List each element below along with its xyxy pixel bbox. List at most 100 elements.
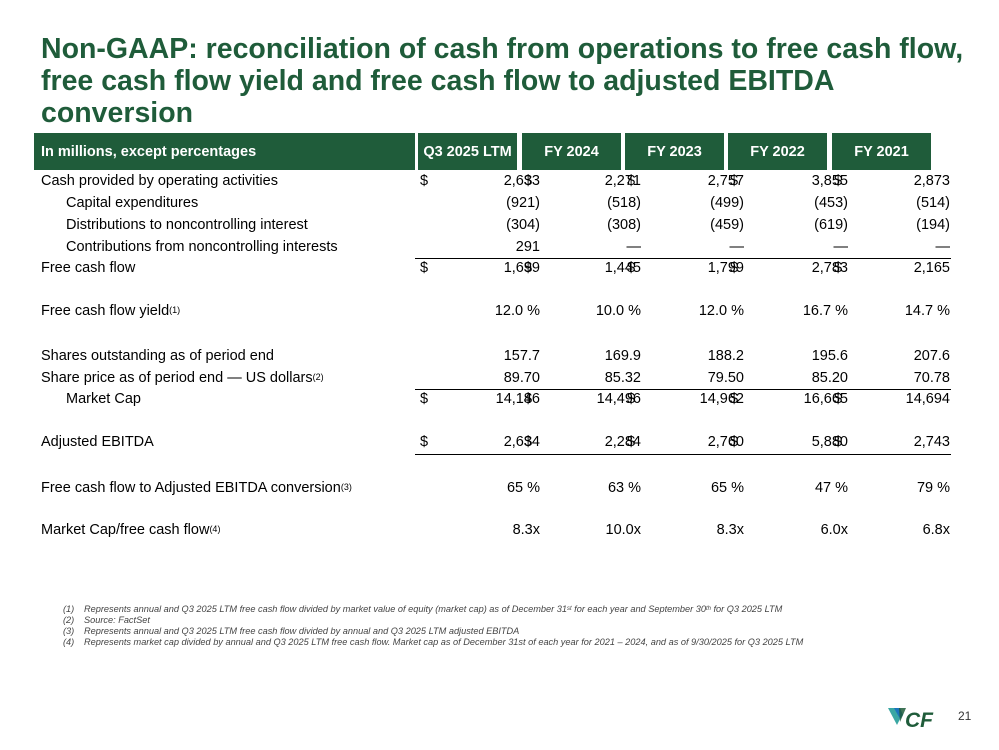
dollar-sign: $ (834, 173, 843, 189)
cell-value: 169.9 (604, 348, 641, 364)
footnote-number: (2) (63, 615, 75, 625)
dollar-sign: $ (834, 260, 843, 276)
cell-value: 89.70 (503, 370, 540, 386)
cell-value: 85.20 (811, 370, 848, 386)
row-label-text: Contributions from noncontrolling intere… (66, 239, 338, 255)
footnote-item: (1) Represents annual and Q3 2025 LTM fre… (63, 604, 923, 615)
cell-value: 2,783 (811, 260, 848, 276)
cell-value: 1,445 (604, 260, 641, 276)
row-label-text: Capital expenditures (66, 195, 199, 211)
cell-value: (194) (916, 217, 950, 233)
row-label: Free cash flow to Adjusted EBITDA conver… (41, 478, 352, 498)
cell-value: 3,855 (811, 173, 848, 189)
table-row: Cash provided by operating activities $2,… (34, 171, 951, 191)
row-label-text: Free cash flow to Adjusted EBITDA conver… (41, 480, 341, 496)
cell-value: (459) (710, 217, 744, 233)
table-row: Free cash flow $1,699 $1,445 $1,799 $2,783 $2… (34, 258, 951, 278)
row-label: Capital expenditures (66, 193, 198, 213)
cell-value: 14,962 (699, 391, 744, 407)
cell-value: 195.6 (811, 348, 848, 364)
dollar-sign: $ (627, 260, 636, 276)
logo-text: CF (905, 709, 934, 731)
cell-value: 2,633 (503, 173, 540, 189)
footnote-ref: (3) (340, 482, 352, 492)
footnote-text: for each year and September 30 (571, 604, 706, 614)
cell-value: 157.7 (503, 348, 540, 364)
cell-value: 8.3x (716, 522, 744, 538)
cell-value: 16,665 (803, 391, 848, 407)
cell-value: 47 % (814, 480, 848, 496)
table-row: Free cash flow yield(1) 12.0 % 10.0 % 12.0 … (34, 301, 951, 321)
row-label-text: Market Cap (66, 391, 141, 407)
cell-value: 14,146 (495, 391, 540, 407)
cell-value: 12.0 % (494, 303, 540, 319)
dollar-sign: $ (730, 434, 739, 450)
row-label-text: Market Cap/free cash flow (41, 522, 210, 538)
cell-value: 16.7 % (802, 303, 848, 319)
dollar-sign: $ (524, 434, 533, 450)
cell-value: 2,757 (707, 173, 744, 189)
dollar-sign: $ (730, 173, 739, 189)
row-label-text: Adjusted EBITDA (41, 434, 154, 450)
cell-value: 79.50 (707, 370, 744, 386)
table-header-column: FY 2022 (728, 133, 827, 170)
cell-value: 6.8x (922, 522, 950, 538)
footnote-number: (3) (63, 626, 75, 636)
cell-value: (518) (607, 195, 641, 211)
dollar-sign: $ (420, 391, 429, 407)
cell-value: 6.0x (820, 522, 848, 538)
cell-value: 10.0 % (595, 303, 641, 319)
table-header-label: In millions, except percentages (34, 133, 415, 170)
table-row: Share price as of period end — US dollar… (34, 368, 951, 388)
footnote-text: Represents annual and Q3 2025 LTM free c… (84, 604, 567, 614)
row-label-text: Share price as of period end — US dollar… (41, 370, 313, 386)
table-row: Distributions to noncontrolling interest… (34, 215, 951, 235)
dollar-sign: $ (730, 391, 739, 407)
footnote-ref: (1) (169, 305, 181, 315)
cell-value: 2,165 (913, 260, 950, 276)
table-header-column: FY 2023 (625, 133, 724, 170)
cell-value: 1,799 (707, 260, 744, 276)
dollar-sign: $ (730, 260, 739, 276)
cell-value: 2,873 (913, 173, 950, 189)
dollar-sign: $ (627, 391, 636, 407)
dollar-sign: $ (524, 173, 533, 189)
cell-value: — (833, 239, 849, 255)
row-label-text: Cash provided by operating activities (41, 173, 278, 189)
cell-value: (499) (710, 195, 744, 211)
dollar-sign: $ (524, 391, 533, 407)
cell-value: 14,694 (905, 391, 950, 407)
cell-value: 70.78 (913, 370, 950, 386)
cell-value: (514) (916, 195, 950, 211)
cell-value: 8.3x (512, 522, 540, 538)
row-label: Market Cap (66, 389, 141, 409)
cell-value: 2,743 (913, 434, 950, 450)
cell-value: 79 % (916, 480, 950, 496)
cell-value: (453) (814, 195, 848, 211)
row-label: Free cash flow (41, 258, 135, 278)
cell-value: 1,699 (503, 260, 540, 276)
footnote-item: (4) Represents market cap divided by annu… (63, 637, 923, 648)
dollar-sign: $ (420, 173, 429, 189)
row-label: Cash provided by operating activities (41, 171, 278, 191)
row-label-text: Free cash flow yield (41, 303, 170, 319)
cell-value: (619) (814, 217, 848, 233)
footnote-text: th (705, 606, 711, 612)
row-label: Contributions from noncontrolling intere… (66, 237, 338, 257)
row-label-text: Free cash flow (41, 260, 136, 276)
footnote-item: (3) Represents annual and Q3 2025 LTM fre… (63, 626, 923, 637)
cell-value: 63 % (607, 480, 641, 496)
cell-value: 14.7 % (904, 303, 950, 319)
footnote-text: Represents market cap divided by annual … (84, 637, 804, 647)
table-row: Shares outstanding as of period end 157.7… (34, 346, 951, 366)
row-label-text: Shares outstanding as of period end (41, 348, 274, 364)
table-rule (415, 389, 951, 390)
row-label: Market Cap/free cash flow(4) (41, 520, 220, 540)
cell-value: (921) (506, 195, 540, 211)
cell-value: — (626, 239, 642, 255)
footnote-ref: (4) (209, 524, 221, 534)
cell-value: 10.0x (605, 522, 641, 538)
table-row: Market Cap $14,146 $14,496 $14,962 $16,665 $1… (34, 389, 951, 409)
table-row: Capital expenditures (921) (518) (499) (453)… (34, 193, 951, 213)
table-rule (415, 258, 951, 259)
